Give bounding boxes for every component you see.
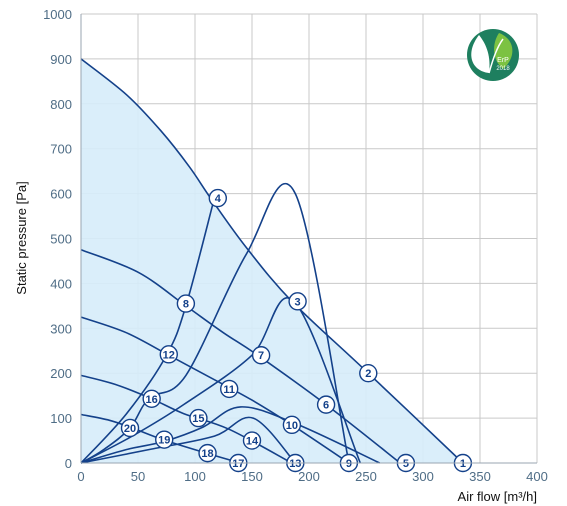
operating-point-marker: [316, 395, 336, 414]
operating-point-label: 13: [289, 458, 301, 470]
operating-point-marker: [359, 364, 378, 383]
y-tick-label: 700: [50, 142, 72, 157]
y-tick-label: 800: [50, 97, 72, 112]
operating-point-label: 6: [323, 400, 329, 412]
operating-point-4: 4: [208, 188, 228, 208]
operating-point-19: 19: [155, 430, 174, 449]
operating-point-marker: [208, 188, 228, 208]
operating-point-label: 18: [201, 448, 213, 460]
operating-point-marker: [282, 415, 302, 435]
operating-area: [81, 58, 463, 464]
operating-point-label: 10: [286, 420, 298, 432]
operating-point-15: 15: [189, 408, 208, 428]
x-tick-label: 50: [131, 469, 145, 484]
operating-point-marker: [155, 430, 174, 449]
fan-curve-4: [80, 374, 293, 464]
operating-point-label: 20: [124, 423, 136, 435]
operating-point-marker: [251, 346, 271, 365]
operating-point-label: 12: [163, 349, 175, 361]
erp-leaf-icon: ErP 2018: [467, 29, 519, 81]
operating-point-10: 10: [282, 415, 302, 435]
y-tick-label: 100: [50, 411, 72, 426]
y-tick-label: 900: [50, 52, 72, 67]
y-tick-label: 500: [50, 232, 72, 247]
operating-point-label: 15: [192, 413, 204, 425]
operating-point-marker: [142, 389, 161, 408]
x-tick-label: 200: [298, 469, 320, 484]
erp-badge-year: 2018: [496, 66, 510, 72]
operating-point-label: 16: [146, 394, 158, 406]
x-tick-label: 150: [241, 469, 263, 484]
erp-badge-text: ErP: [497, 57, 509, 64]
operating-point-marker: [198, 443, 217, 463]
operating-point-8: 8: [176, 294, 196, 313]
axes: [80, 14, 537, 464]
operating-point-14: 14: [242, 431, 262, 450]
y-tick-label: 300: [50, 321, 72, 336]
y-tick-label: 0: [65, 456, 72, 471]
operating-point-3: 3: [288, 292, 307, 311]
operating-point-marker: [120, 418, 140, 438]
operating-point-label: 7: [258, 350, 264, 362]
operating-point-marker: [189, 408, 208, 428]
operating-point-label: 8: [183, 299, 189, 311]
operating-point-label: 9: [346, 458, 352, 470]
system-curve-2: [80, 416, 296, 464]
x-tick-labels: 0 50 100 150 200 250 300 350 400: [77, 469, 547, 484]
operating-point-marker: [219, 379, 239, 399]
y-tick-label: 1000: [43, 7, 72, 22]
operating-point-label: 5: [403, 458, 409, 470]
operating-point-label: 11: [223, 384, 235, 396]
operating-point-12: 12: [159, 345, 178, 364]
operating-point-18: 18: [198, 443, 217, 463]
operating-point-16: 16: [142, 389, 161, 408]
operating-point-7: 7: [251, 346, 271, 365]
y-axis-label: Static pressure [Pa]: [14, 181, 29, 294]
operating-point-2: 2: [359, 364, 378, 383]
y-tick-label: 400: [50, 276, 72, 291]
system-curve-4: [80, 183, 350, 464]
operating-point-20: 20: [120, 418, 140, 438]
y-tick-labels: 0 100 200 300 400 500 600 700 800 900 1000: [43, 7, 72, 471]
operating-point-label: 4: [215, 193, 222, 205]
operating-point-6: 6: [316, 395, 336, 414]
operating-point-11: 11: [219, 379, 239, 399]
x-tick-label: 0: [77, 469, 84, 484]
x-tick-label: 250: [355, 469, 377, 484]
operating-point-label: 19: [158, 435, 170, 447]
operating-point-marker: [159, 345, 178, 364]
x-axis-label: Air flow [m³/h]: [458, 489, 537, 504]
operating-point-label: 14: [246, 436, 259, 448]
y-tick-label: 600: [50, 187, 72, 202]
operating-point-label: 1: [460, 458, 466, 470]
x-tick-label: 100: [184, 469, 206, 484]
operating-point-marker: [242, 431, 262, 450]
operating-point-label: 2: [365, 368, 371, 380]
operating-point-label: 3: [295, 296, 301, 308]
operating-point-label: 17: [232, 458, 244, 470]
x-tick-label: 400: [526, 469, 548, 484]
operating-point-marker: [176, 294, 196, 313]
operating-point-marker: [288, 292, 307, 311]
x-tick-label: 300: [412, 469, 434, 484]
x-tick-label: 350: [469, 469, 491, 484]
y-tick-label: 200: [50, 366, 72, 381]
